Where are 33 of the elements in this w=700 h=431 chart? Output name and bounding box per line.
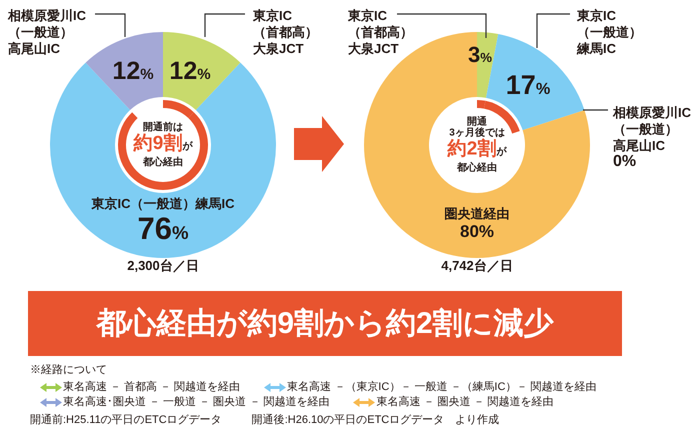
text: 約9割 [134, 133, 182, 154]
text: が [496, 146, 506, 160]
text: 約2割 [448, 138, 496, 160]
text: 都心経由が約9割から約2割に減少 [28, 291, 622, 356]
text: 3ヶ月後では [449, 128, 505, 138]
data-label: 12% [169, 57, 211, 85]
text: 都心経由 [142, 157, 183, 168]
text: 開通前は [142, 122, 183, 133]
text: が [182, 140, 192, 154]
data-label: 3% [468, 42, 492, 67]
slice-label: 東京IC（一般道）練馬IC [576, 8, 642, 56]
legend-label: 相模原愛川IC（一般道）高尾山IC [612, 105, 692, 153]
slice-label: 東京IC（首都高）大泉JCT [347, 8, 413, 56]
data-label: 12% [112, 57, 154, 85]
text: 東名高速 － 圏央道 － 関越道を経由 [376, 396, 554, 408]
text: 開通前:H25.11の平日のETCログデータ [30, 414, 222, 427]
data-label: 80% [460, 222, 494, 241]
data-label: 17% [506, 70, 550, 100]
text: 都心経由 [456, 162, 497, 174]
slice-label: 東京IC（首都高）大泉JCT [252, 8, 318, 56]
slice-label: 圏央道経由 [444, 206, 510, 221]
text: 開通 [466, 116, 487, 128]
data-label: 76% [137, 211, 189, 246]
text: 0% [613, 153, 636, 170]
text: 東名高速 －（東京IC）－ 一般道 －（練馬IC）－ 関越道を経由 [287, 381, 596, 394]
text: 開通後:H26.10の平日のETCログデータ より作成 [252, 414, 500, 427]
text: 東名高速 － 首都高 － 関越道を経由 [63, 381, 240, 394]
text: 2,300台／日 [127, 257, 199, 275]
text: 4,742台／日 [441, 257, 513, 275]
slice-label: 東京IC（一般道）練馬IC [90, 196, 236, 211]
legend-title: ※経路について [30, 364, 107, 377]
text: 東名高速･圏央道 － 一般道 － 圏央道 － 関越道を経由 [63, 396, 330, 408]
slice-label: 相模原愛川IC（一般道）高尾山IC [7, 8, 87, 56]
